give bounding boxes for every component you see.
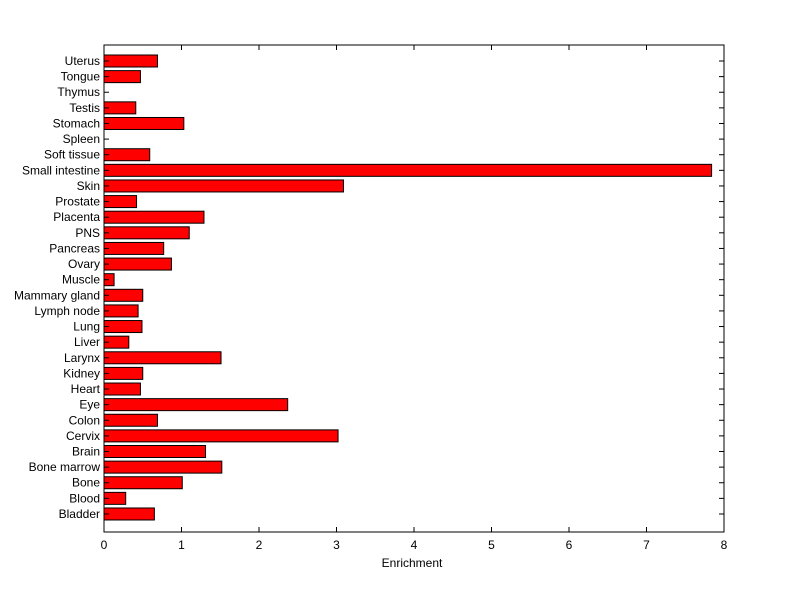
- x-tick-label: 1: [178, 538, 185, 552]
- bar: [103, 413, 158, 427]
- x-tick-label: 7: [643, 538, 650, 552]
- y-tick-label: Bone marrow: [29, 460, 101, 474]
- y-tick-label: Skin: [77, 179, 100, 193]
- y-tick-label: Spleen: [63, 132, 100, 146]
- x-tick-label: 2: [256, 538, 263, 552]
- bar: [103, 507, 155, 521]
- bar: [103, 398, 289, 412]
- y-tick-label: Mammary gland: [14, 288, 100, 302]
- y-tick-label: Stomach: [53, 116, 100, 130]
- y-tick-label: Larynx: [64, 351, 100, 365]
- y-tick-label: Brain: [72, 445, 100, 459]
- y-tick-label: Testis: [69, 101, 100, 115]
- x-axis-title: Enrichment: [382, 556, 443, 570]
- y-tick-label: Thymus: [57, 85, 100, 99]
- bar: [103, 460, 223, 474]
- bar: [103, 54, 158, 68]
- bar: [103, 163, 713, 177]
- bar: [103, 366, 144, 380]
- y-tick-label: Uterus: [65, 54, 100, 68]
- plot-area: [103, 44, 725, 533]
- y-tick-label: Colon: [69, 413, 100, 427]
- bar: [103, 445, 207, 458]
- bar: [103, 320, 143, 334]
- bar: [103, 476, 183, 490]
- y-tick-label: Pancreas: [49, 241, 100, 255]
- y-tick-label: Lymph node: [34, 304, 100, 318]
- y-tick-label: Eye: [79, 398, 100, 412]
- bar: [103, 257, 172, 271]
- bar: [103, 429, 339, 443]
- y-tick-label: Prostate: [55, 195, 100, 209]
- y-tick-label: Cervix: [66, 429, 100, 443]
- x-tick-label: 0: [101, 538, 108, 552]
- y-tick-label: Bladder: [59, 507, 100, 521]
- y-tick-label: PNS: [75, 226, 100, 240]
- x-tick-label: 3: [333, 538, 340, 552]
- y-tick-label: Heart: [71, 382, 101, 396]
- x-tick-label: 5: [488, 538, 495, 552]
- y-tick-label: Muscle: [62, 273, 100, 287]
- y-tick-label: Small intestine: [22, 163, 100, 177]
- x-tick-label: 8: [721, 538, 728, 552]
- bar: [103, 304, 139, 318]
- x-tick-label: 6: [566, 538, 573, 552]
- bar: [103, 288, 144, 302]
- bar: [103, 241, 165, 255]
- y-tick-label: Lung: [73, 320, 100, 334]
- bar: [103, 226, 190, 240]
- bar: [103, 382, 141, 396]
- bar: [103, 70, 141, 84]
- y-tick-label: Ovary: [68, 257, 100, 271]
- x-tick-label: 4: [411, 538, 418, 552]
- y-tick-label: Kidney: [63, 366, 100, 380]
- bar: [103, 351, 222, 365]
- y-tick-label: Blood: [69, 491, 100, 505]
- bar: [103, 179, 344, 193]
- bar: [103, 210, 205, 224]
- y-tick-label: Soft tissue: [44, 148, 100, 162]
- x-axis-ticks: 0 1 2 3 4 5 6 7 8: [101, 45, 728, 552]
- y-tick-label: Tongue: [61, 70, 101, 84]
- bar: [103, 116, 185, 130]
- bar: [103, 148, 151, 162]
- y-tick-label: Bone: [72, 476, 100, 490]
- y-tick-label: Placenta: [53, 210, 100, 224]
- y-tick-label: Liver: [74, 335, 100, 349]
